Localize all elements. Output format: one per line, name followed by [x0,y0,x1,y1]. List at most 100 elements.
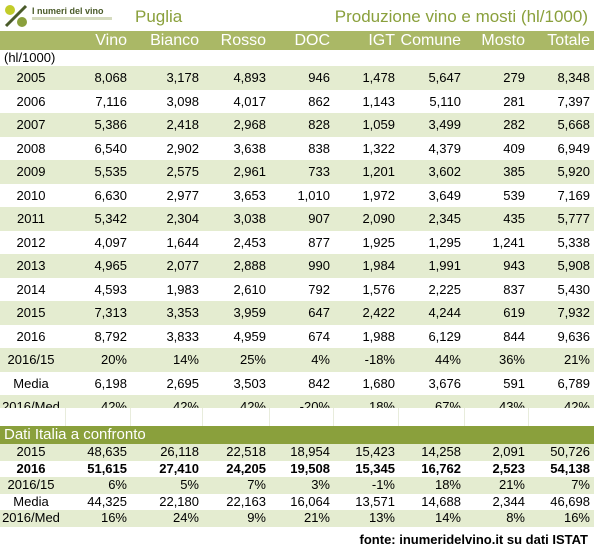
cell-vino: 5,535 [94,164,127,179]
cell-totale: 6,949 [557,140,590,156]
cell-igt: 1,680 [362,375,395,391]
cell-bianco: 2,304 [166,211,199,226]
cell-comune: 5,647 [428,70,461,85]
cell-mosto: 837 [503,281,525,297]
cell-mosto: 385 [503,164,525,179]
gridline [464,408,465,426]
cell-rosso: 3,503 [233,375,266,391]
cell-doc: 1,010 [297,187,330,203]
cell-totale: 16% [563,510,590,525]
row-label: 2009 [16,164,46,179]
row-label: 2010 [16,187,46,203]
cell-vino: 4,097 [94,234,127,250]
cell-comune: 14,258 [421,444,461,459]
cell-comune: 44% [434,352,461,367]
cell-bianco: 3,098 [166,93,199,109]
cell-rosso: 3,653 [233,187,266,203]
table-row: 2009 5,535 2,575 2,961 733 1,201 3,602 385 5,920 [0,160,594,184]
row-label: 2012 [16,234,46,250]
cell-igt: -1% [371,477,395,492]
cell-comune: 14% [434,510,461,525]
gridline [333,408,334,426]
cell-totale: 50,726 [550,444,590,459]
cell-vino: 16% [100,510,127,525]
row-label: 2007 [16,117,46,132]
gridline [130,408,131,426]
header: I numeri del vino Puglia Produzione vino… [0,0,594,31]
cell-rosso: 7% [247,477,266,492]
gridline [269,408,270,426]
cell-mosto: 279 [503,70,525,85]
cell-comune: 6,129 [428,328,461,344]
cell-bianco: 24% [172,510,199,525]
cell-totale: 7,397 [557,93,590,109]
cell-vino: 7,116 [95,93,127,109]
cell-vino: 44,325 [87,493,127,509]
table-row: 2014 4,593 1,983 2,610 792 1,576 2,225 837 5,430 [0,277,594,301]
unit-row: (hl/1000) [0,50,594,66]
column-header-doc: DOC [294,32,330,49]
table-row: 2013 4,965 2,077 2,888 990 1,984 1,991 943 5,908 [0,254,594,278]
italy-section-title: Dati Italia a confronto [4,426,146,443]
row-label: 2013 [16,258,46,273]
cell-rosso: 2,453 [233,234,266,250]
row-label: 2015 [16,305,46,320]
cell-rosso: 2,968 [233,117,266,132]
percent-logo-icon [4,4,28,28]
table-row: 2005 8,068 3,178 4,893 946 1,478 5,647 279 8,348 [0,66,594,90]
cell-mosto: 36% [498,352,525,367]
cell-igt: 15,345 [355,460,395,476]
gridline [398,408,399,426]
cell-vino: 8,792 [94,328,127,344]
cell-mosto: 435 [503,211,525,226]
cell-rosso: 24,205 [226,460,266,476]
cell-doc: 907 [308,211,330,226]
row-label: Media [13,493,49,509]
column-header-vino: Vino [95,32,127,49]
italy-table-row: 2015 48,635 26,118 22,518 18,954 15,423 14,258… [0,444,594,461]
cell-doc: 842 [308,375,330,391]
cell-mosto: 1,241 [492,234,525,250]
cell-doc: 877 [308,234,330,250]
cell-bianco: 3,833 [166,328,199,344]
cell-vino: 6,540 [94,140,127,156]
cell-doc: 828 [308,117,330,132]
cell-comune: 18% [434,477,461,492]
region-title: Puglia [135,7,183,26]
cell-comune: 4,379 [428,140,461,156]
cell-bianco: 1,983 [166,281,199,297]
cell-doc: 733 [308,164,330,179]
cell-mosto: 2,091 [492,444,525,459]
italy-table-row: 2016/15 6% 5% 7% 3% -1% 18% 21% 7% [0,477,594,494]
cell-bianco: 2,575 [166,164,199,179]
cell-mosto: 2,344 [492,493,525,509]
cell-vino: 20% [100,352,127,367]
cell-bianco: 5% [180,477,199,492]
cell-igt: 1,984 [362,258,395,273]
cell-bianco: 2,902 [166,140,199,156]
row-label: 2016/Med [2,510,60,525]
cell-vino: 5,342 [94,211,127,226]
cell-bianco: 14% [172,352,199,367]
cell-doc: 18,954 [290,444,330,459]
cell-totale: 7,169 [557,187,590,203]
cell-igt: 1,143 [362,93,395,109]
row-label: 2008 [16,140,46,156]
logo-text: I numeri del vino [32,6,104,16]
gridline [202,408,203,426]
cell-igt: 1,972 [362,187,395,203]
cell-totale: 5,430 [557,281,590,297]
cell-doc: 862 [308,93,330,109]
cell-bianco: 26,118 [160,444,199,459]
cell-bianco: 3,353 [166,305,199,320]
italy-table-row: Media 44,325 22,180 22,163 16,064 13,571 14,68… [0,494,594,511]
cell-vino: 51,615 [87,460,127,476]
cell-igt: 1,059 [362,117,395,132]
table-row: 2006 7,116 3,098 4,017 862 1,143 5,110 281 7,397 [0,89,594,113]
column-header-comune: Comune [400,32,461,49]
cell-doc: 3% [311,477,330,492]
cell-vino: 4,593 [94,281,127,297]
cell-rosso: 22,518 [226,444,266,459]
gridline [528,408,529,426]
cell-mosto: 943 [503,258,525,273]
